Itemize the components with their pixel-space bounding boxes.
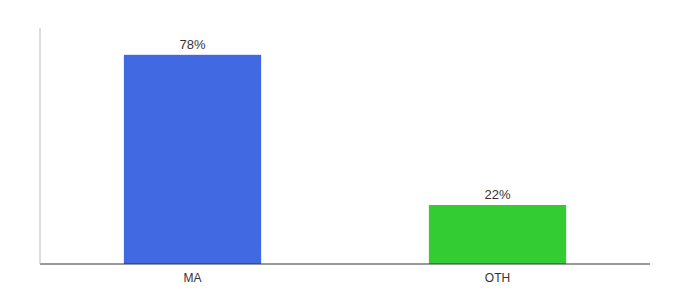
chart-container: MA OTH 78% 22% [0,0,680,300]
data-label: 22% [484,187,510,202]
bar [124,55,261,264]
chart-svg: MA OTH 78% 22% [0,0,680,300]
bar [429,205,566,264]
data-label: 78% [179,37,205,52]
x-tick-label: OTH [485,271,510,285]
x-tick-label: MA [184,271,202,285]
x-axis-line [40,264,650,265]
y-axis-line [40,28,41,264]
bars [124,55,566,264]
